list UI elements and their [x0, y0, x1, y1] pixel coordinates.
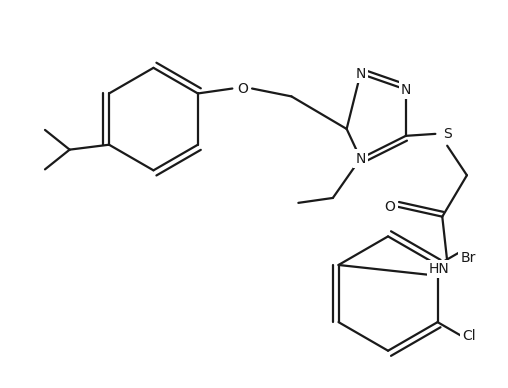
- Text: HN: HN: [429, 262, 450, 276]
- Text: O: O: [237, 81, 247, 95]
- Text: N: N: [355, 67, 366, 81]
- Text: Br: Br: [460, 251, 476, 265]
- Text: Cl: Cl: [463, 329, 476, 343]
- Text: S: S: [443, 127, 452, 141]
- Text: N: N: [401, 83, 411, 97]
- Text: O: O: [385, 200, 395, 214]
- Text: N: N: [355, 152, 366, 166]
